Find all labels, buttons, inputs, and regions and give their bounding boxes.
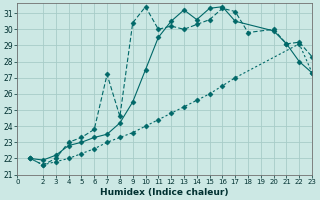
X-axis label: Humidex (Indice chaleur): Humidex (Indice chaleur) xyxy=(100,188,229,197)
